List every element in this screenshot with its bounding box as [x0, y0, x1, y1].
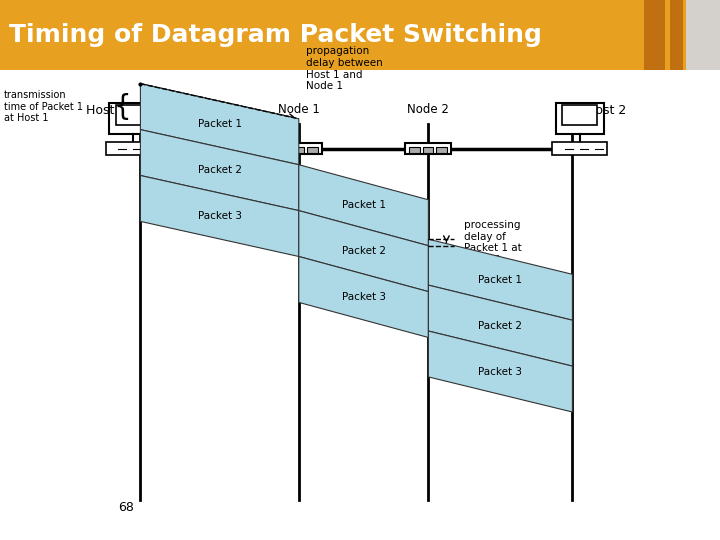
Text: Packet 3: Packet 3	[478, 367, 523, 376]
Text: Packet 3: Packet 3	[197, 211, 242, 221]
Bar	[116, 105, 150, 125]
Bar	[109, 103, 157, 134]
Text: Node 1: Node 1	[278, 103, 320, 116]
Text: {: {	[114, 93, 131, 120]
Bar	[670, 0, 683, 70]
Bar	[276, 143, 322, 154]
Text: Packet 3: Packet 3	[341, 292, 386, 302]
Text: Host 2: Host 2	[586, 104, 626, 117]
Bar	[405, 143, 451, 154]
Text: Packet 2: Packet 2	[197, 165, 242, 175]
Bar	[556, 103, 603, 134]
Polygon shape	[140, 176, 299, 256]
Bar	[0, 0, 720, 70]
Text: processing
delay of
Packet 1 at
Node 2: processing delay of Packet 1 at Node 2	[464, 220, 522, 265]
Text: 68: 68	[118, 501, 134, 514]
Bar	[307, 147, 318, 153]
Polygon shape	[140, 84, 299, 165]
Bar	[644, 0, 665, 70]
Bar	[552, 142, 607, 154]
Text: transmission
time of Packet 1
at Host 1: transmission time of Packet 1 at Host 1	[4, 90, 83, 123]
Polygon shape	[140, 130, 299, 211]
Bar	[293, 147, 304, 153]
Text: Packet 1: Packet 1	[197, 119, 242, 129]
Text: Timing of Datagram Packet Switching: Timing of Datagram Packet Switching	[9, 23, 541, 47]
Polygon shape	[299, 211, 428, 292]
Text: Host 1: Host 1	[86, 104, 127, 117]
Bar	[279, 147, 290, 153]
Polygon shape	[428, 331, 572, 412]
Bar	[686, 0, 720, 70]
Text: Packet 2: Packet 2	[341, 246, 386, 256]
Bar	[436, 147, 447, 153]
Bar	[106, 142, 161, 154]
Text: Packet 2: Packet 2	[478, 321, 523, 330]
Polygon shape	[299, 165, 428, 246]
Text: propagation
delay between
Host 1 and
Node 1: propagation delay between Host 1 and Nod…	[306, 46, 383, 91]
Text: Packet 1: Packet 1	[341, 200, 386, 210]
Bar	[409, 147, 420, 153]
Text: Packet 1: Packet 1	[478, 275, 523, 285]
Polygon shape	[299, 256, 428, 338]
Text: Node 2: Node 2	[408, 103, 449, 116]
Polygon shape	[428, 239, 572, 320]
Polygon shape	[428, 285, 572, 366]
Bar	[562, 105, 597, 125]
Bar	[423, 147, 433, 153]
